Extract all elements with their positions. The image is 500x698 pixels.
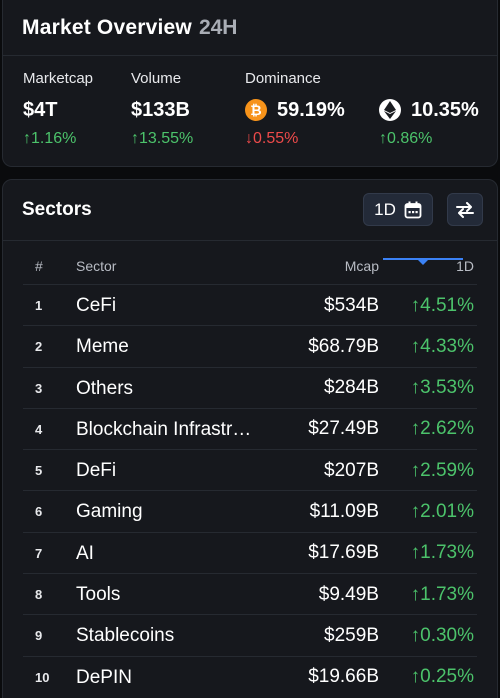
dominance-label: Dominance (245, 70, 321, 87)
row-sector-name: Others (76, 377, 134, 399)
calendar-icon (404, 201, 422, 218)
btc-dominance-value: 59.19% (277, 98, 345, 121)
table-row[interactable]: 7 AI $17.69B ↑1.73% (23, 531, 477, 573)
table-row[interactable]: 5 DeFi $207B ↑2.59% (23, 449, 477, 490)
row-sector-name: CeFi (76, 295, 117, 316)
col-sector-header[interactable]: Sector (76, 258, 117, 274)
row-rank: 1 (35, 298, 43, 313)
marketcap-label: Marketcap (23, 70, 94, 87)
table-row[interactable]: 10 DePIN $19.66B ↑0.25% (23, 655, 477, 697)
row-sector-name: Tools (76, 584, 121, 606)
sectors-title: Sectors (22, 199, 92, 220)
swap-arrows-icon (456, 201, 474, 218)
table-row[interactable]: 1 CeFi $534B ↑4.51% (23, 284, 477, 325)
row-change: ↑4.51% (410, 294, 474, 316)
sectors-header: Sectors 1D (3, 180, 497, 241)
table-row[interactable]: 6 Gaming $11.09B ↑2.01% (23, 490, 477, 531)
row-sector-name: DeFi (76, 460, 117, 482)
marketcap-change: ↑1.16% (23, 130, 77, 147)
eth-dominance-value: 10.35% (411, 98, 479, 121)
row-mcap: $17.69B (308, 542, 379, 564)
row-change: ↑1.73% (410, 583, 474, 605)
row-mcap: $19.66B (308, 666, 379, 688)
row-change: ↑2.62% (410, 418, 474, 440)
row-change: ↑4.33% (410, 335, 474, 357)
ethereum-icon (379, 99, 401, 121)
period-select-button[interactable]: 1D (363, 193, 433, 226)
sort-indicator (383, 258, 463, 265)
sectors-table-body: 1 CeFi $534B ↑4.51% 2 Meme $68.79B ↑4.33% 3 Other… (23, 284, 477, 697)
row-sector-name: Blockchain Infrastructure (76, 418, 261, 440)
volume-metric: Volume $133B ↑13.55% (131, 70, 193, 150)
row-sector-name: AI (76, 542, 94, 564)
row-sector-name: Gaming (76, 501, 143, 523)
marketcap-metric: Marketcap $4T ↑1.16% (23, 70, 93, 150)
row-change: ↑0.30% (410, 624, 474, 646)
row-rank: 2 (35, 339, 43, 355)
row-mcap: $11.09B (309, 500, 379, 522)
row-mcap: $207B (324, 459, 379, 481)
row-mcap: $259B (324, 624, 379, 646)
col-mcap-header[interactable]: Mcap (344, 258, 379, 274)
marketcap-value: $4T (23, 98, 58, 121)
market-overview-period: 24H (198, 15, 238, 39)
row-change: ↑1.73% (410, 542, 474, 564)
sectors-card: Sectors 1D # Sector Mcap 1D 1 Ce (2, 179, 498, 698)
dominance-metric: Dominance ₿ 59.19% ↓0.55% (245, 70, 345, 150)
table-row[interactable]: 3 Others $284B ↑3.53% (23, 366, 477, 408)
row-mcap: $68.79B (308, 335, 379, 357)
row-rank: 4 (35, 421, 43, 437)
col-change-header[interactable]: 1D (456, 258, 474, 274)
table-row[interactable]: 9 Stablecoins $259B ↑0.30% (23, 614, 477, 655)
table-row[interactable]: 4 Blockchain Infrastructure $27.49B ↑2.62% (23, 407, 477, 449)
row-mcap: $9.49B (318, 583, 379, 605)
market-overview-header: Market Overview 24H (3, 0, 497, 56)
btc-dominance-value-row: ₿ 59.19% (245, 98, 345, 122)
row-change: ↑0.25% (410, 666, 474, 688)
table-row[interactable]: 8 Tools $9.49B ↑1.73% (23, 573, 477, 614)
row-mcap: $284B (324, 377, 379, 399)
row-rank: 3 (35, 380, 43, 396)
row-rank: 6 (35, 504, 43, 520)
swap-toggle-button[interactable] (447, 193, 483, 226)
eth-dominance-change: ↑0.86% (379, 130, 433, 147)
row-sector-name: Meme (76, 336, 129, 358)
volume-label: Volume (131, 70, 182, 87)
eth-dominance-value-row: 10.35% (379, 98, 479, 122)
row-change: ↑3.53% (410, 377, 474, 399)
bitcoin-icon: ₿ (245, 99, 267, 121)
row-change: ↑2.59% (410, 459, 474, 481)
row-rank: 8 (35, 587, 43, 603)
period-select-label: 1D (374, 199, 396, 219)
row-sector-name: Stablecoins (76, 625, 175, 647)
row-sector-name: DePIN (76, 666, 132, 688)
volume-value: $133B (131, 98, 190, 121)
market-overview-title: Market Overview (22, 15, 192, 39)
sectors-table-header: # Sector Mcap 1D (23, 258, 477, 284)
eth-dominance-metric: 10.35% ↑0.86% (379, 70, 479, 150)
row-rank: 7 (35, 545, 43, 561)
btc-dominance-change: ↓0.55% (245, 130, 299, 147)
row-rank: 10 (35, 669, 50, 685)
col-rank-header: # (35, 258, 43, 274)
row-mcap: $27.49B (308, 418, 379, 440)
market-overview-card: Market Overview 24H Marketcap $4T ↑1.16%… (2, 0, 498, 167)
row-mcap: $534B (324, 294, 379, 316)
volume-change: ↑13.55% (131, 130, 194, 147)
row-rank: 9 (35, 628, 43, 644)
table-row[interactable]: 2 Meme $68.79B ↑4.33% (23, 325, 477, 366)
row-rank: 5 (35, 463, 43, 479)
row-change: ↑2.01% (410, 500, 474, 522)
